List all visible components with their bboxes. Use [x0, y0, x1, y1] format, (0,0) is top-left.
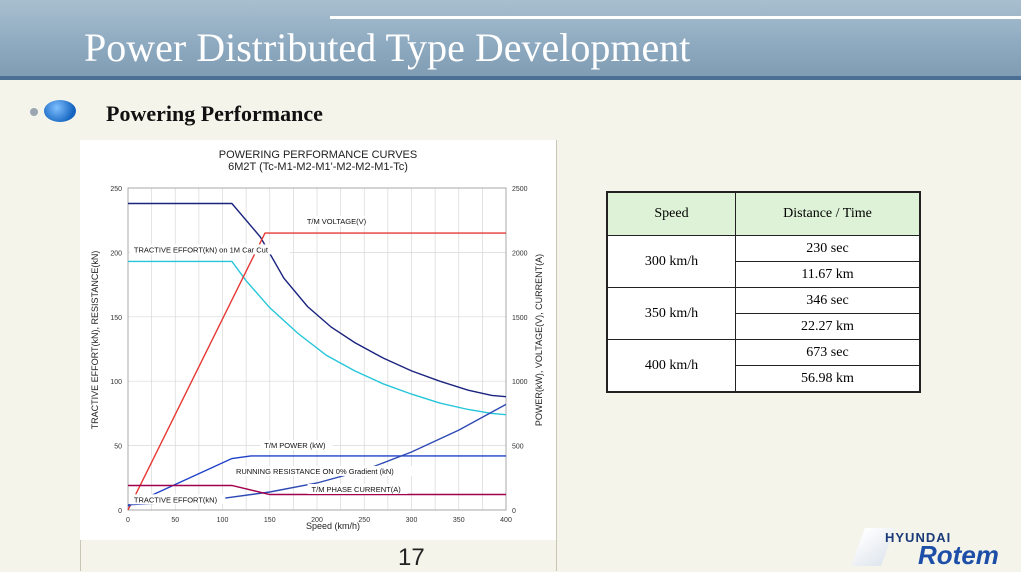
divider-right	[556, 140, 557, 571]
bullet-orb-icon	[44, 100, 76, 122]
y-tick-label-left: 200	[110, 250, 122, 257]
annotation-label: TRACTIVE EFFORT(kN)	[134, 495, 218, 504]
banner-line	[330, 16, 1021, 19]
y-tick-label-left: 100	[110, 379, 122, 386]
chart-subtitle: 6M2T (Tc-M1-M2-M1'-M2-M2-M1-Tc)	[228, 161, 408, 173]
annotation-label: RUNNING RESISTANCE ON 0% Gradient (kN)	[236, 467, 394, 476]
y-tick-label-right: 1500	[512, 315, 528, 322]
x-tick-label: 300	[406, 517, 418, 524]
x-tick-label: 250	[358, 517, 370, 524]
y-tick-label-left: 250	[110, 186, 122, 193]
table-header-row: Speed Distance / Time	[606, 191, 921, 236]
y-tick-label-right: 0	[512, 508, 516, 515]
table-row: 56.98 km	[607, 365, 921, 393]
y-tick-label-left: 150	[110, 315, 122, 322]
x-tick-label: 350	[453, 517, 465, 524]
chart-series	[127, 202, 507, 511]
series-line-3	[127, 455, 506, 507]
page-number: 17	[398, 544, 425, 571]
x-tick-label: 100	[217, 517, 229, 524]
y-tick-label-right: 1000	[512, 379, 528, 386]
time-cell: 230 sec	[735, 235, 921, 262]
section-subtitle: Powering Performance	[106, 101, 323, 126]
y-tick-label-left: 50	[114, 444, 122, 451]
annotation-box	[129, 494, 226, 505]
series-line-5	[128, 484, 506, 496]
time-cell: 673 sec	[735, 339, 921, 366]
y-tick-label-right: 2500	[512, 186, 528, 193]
speed-distance-table: Speed Distance / Time 300 km/h 230 sec 1…	[606, 191, 921, 393]
series-line-0	[128, 202, 507, 398]
speed-cell: 400 km/h	[606, 339, 736, 393]
distance-cell: 56.98 km	[735, 365, 921, 393]
x-tick-label: 400	[500, 517, 512, 524]
x-tick-label: 50	[171, 517, 179, 524]
distance-cell: 11.67 km	[735, 261, 921, 288]
slide-title: Power Distributed Type Development	[84, 25, 691, 70]
y-axis-left-label: TRACTIVE EFFORT(kN), RESISTANCE(kN)	[90, 251, 100, 430]
header-speed: Speed	[606, 191, 736, 236]
banner-band	[0, 76, 1021, 80]
annotation-label: T/M POWER (kW)	[264, 441, 326, 450]
annotation-box	[231, 465, 415, 476]
y-tick-label-right: 500	[512, 444, 524, 451]
plot-frame	[127, 187, 507, 511]
x-axis-label: Speed (km/h)	[306, 521, 360, 531]
series-line-1	[128, 260, 507, 416]
annotation-label: TRACTIVE EFFORT(kN) on 1M Car Cut	[134, 245, 269, 254]
table-row: 300 km/h 230 sec	[606, 235, 921, 288]
table-row: 400 km/h 673 sec	[606, 339, 921, 393]
annotation-box	[302, 216, 376, 227]
y-tick-label-left: 0	[118, 508, 122, 515]
chart-title: POWERING PERFORMANCE CURVES	[219, 149, 417, 161]
speed-cell: 350 km/h	[606, 287, 736, 340]
x-tick-label: 200	[311, 517, 323, 524]
y-tick-label-right: 2000	[512, 250, 528, 257]
table-row: 11.67 km	[607, 261, 921, 288]
annotation-label: T/M PHASE CURRENT(A)	[312, 485, 402, 494]
annotation-box	[129, 244, 290, 255]
table-row: 22.27 km	[607, 313, 921, 340]
speed-cell: 300 km/h	[606, 235, 736, 288]
header-distance-time: Distance / Time	[735, 191, 921, 236]
logo-brand: HYUNDAI	[885, 530, 952, 545]
annotation-box	[307, 483, 408, 494]
annotation-label: T/M VOLTAGE(V)	[307, 217, 367, 226]
x-tick-label: 0	[126, 517, 130, 524]
y-axis-right-label: POWER(kW), VOLTAGE(V), CURRENT(A)	[534, 254, 544, 426]
header-banner	[0, 0, 1021, 80]
x-tick-label: 150	[264, 517, 276, 524]
bullet-dot-icon	[30, 108, 38, 116]
table-row: 350 km/h 346 sec	[606, 287, 921, 340]
annotation-box	[260, 440, 333, 451]
logo-name: Rotem	[918, 540, 999, 570]
series-line-2	[127, 232, 506, 511]
distance-cell: 22.27 km	[735, 313, 921, 340]
time-cell: 346 sec	[735, 287, 921, 314]
